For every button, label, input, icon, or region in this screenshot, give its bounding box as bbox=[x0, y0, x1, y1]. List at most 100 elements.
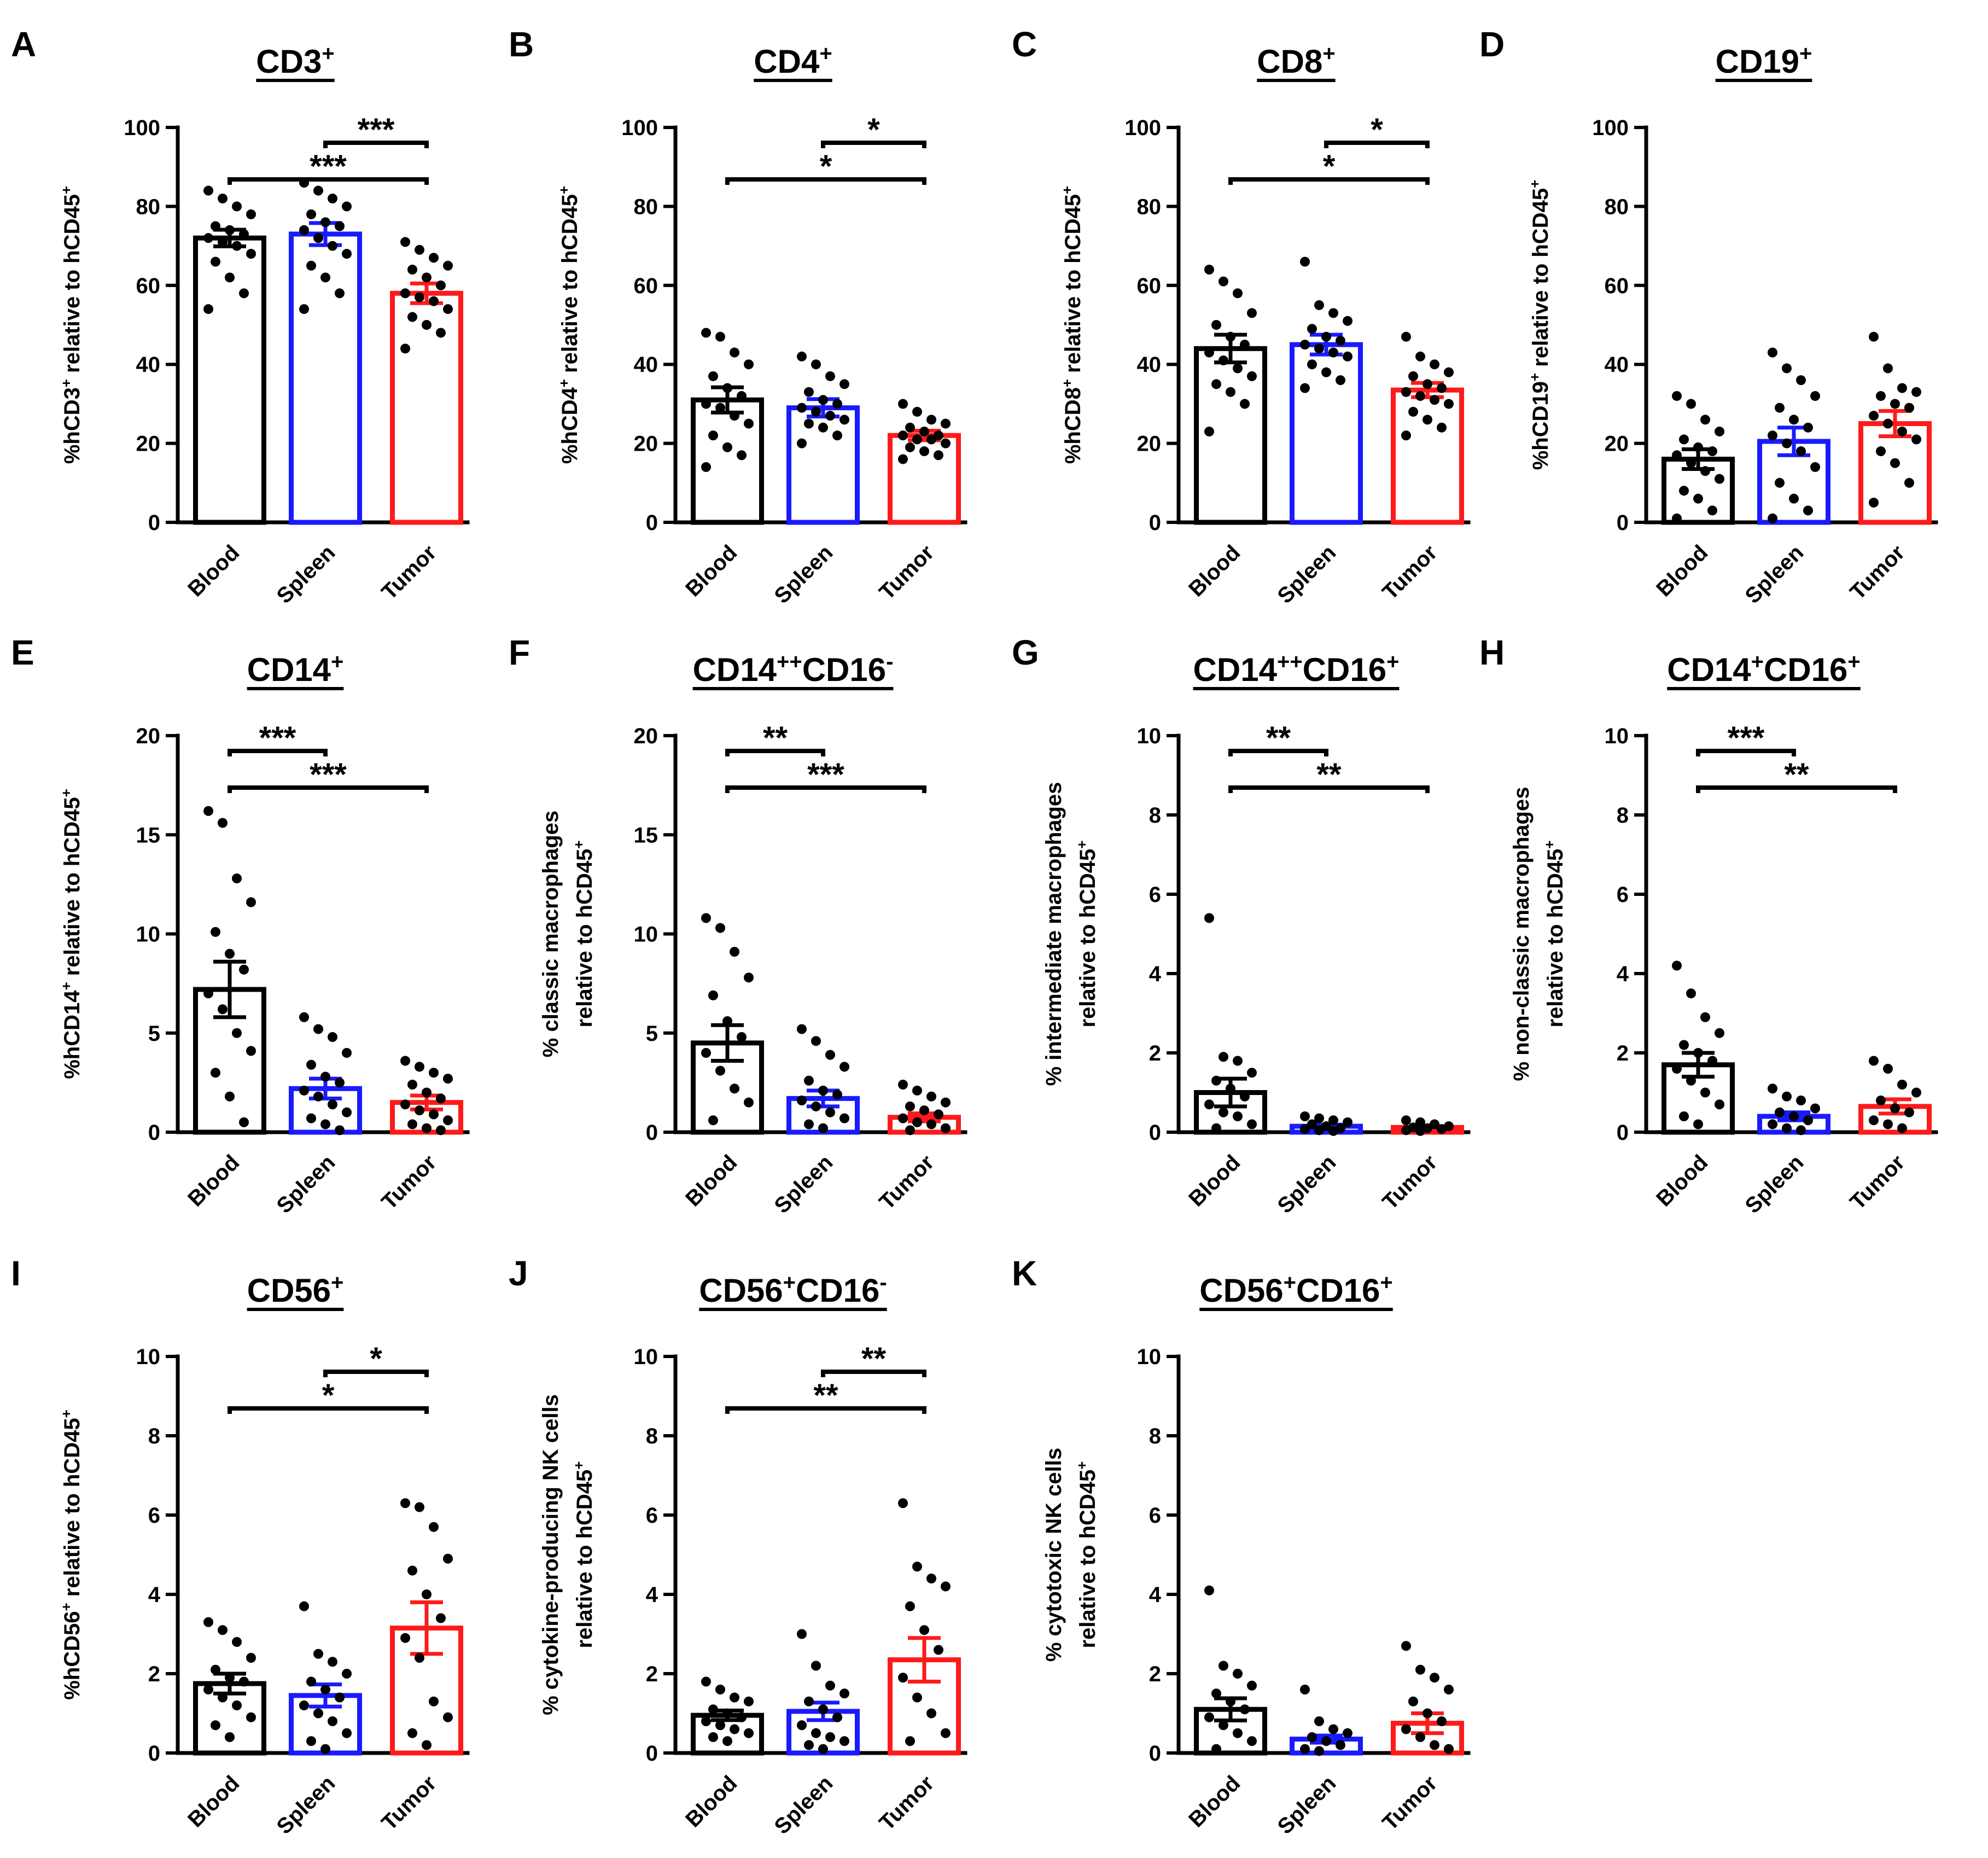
data-point bbox=[1768, 430, 1777, 441]
data-point bbox=[1211, 1123, 1221, 1133]
data-point bbox=[839, 415, 849, 425]
data-point bbox=[1328, 347, 1338, 358]
significance-label: ** bbox=[861, 1341, 887, 1377]
superscript-text: + bbox=[1059, 379, 1075, 387]
data-point bbox=[825, 1107, 835, 1117]
data-point bbox=[818, 1085, 828, 1096]
data-point bbox=[722, 383, 732, 393]
label-text: % non-classic macrophages bbox=[1509, 787, 1534, 1081]
data-point bbox=[407, 1565, 417, 1576]
data-point bbox=[299, 304, 309, 314]
data-point bbox=[239, 964, 249, 975]
data-point bbox=[1796, 446, 1806, 457]
data-point bbox=[1314, 300, 1324, 310]
panel-letter: I bbox=[11, 1254, 21, 1293]
data-point bbox=[211, 1068, 220, 1078]
data-point bbox=[1430, 1740, 1439, 1750]
data-point bbox=[839, 1062, 849, 1072]
data-point bbox=[1233, 1056, 1243, 1066]
data-point bbox=[239, 288, 249, 299]
y-tick-label: 20 bbox=[136, 724, 161, 748]
data-point bbox=[701, 399, 711, 409]
data-point bbox=[934, 450, 943, 461]
significance-label: * bbox=[820, 149, 832, 184]
data-point bbox=[905, 1601, 915, 1611]
superscript-text: + bbox=[1074, 841, 1090, 849]
y-tick-label: 100 bbox=[124, 116, 160, 140]
bar-blood bbox=[691, 397, 764, 525]
title-text-2: CD16 bbox=[1296, 1272, 1380, 1309]
title-text-2: CD16 bbox=[1764, 651, 1847, 688]
data-point bbox=[1343, 351, 1352, 362]
superscript-text: + bbox=[1541, 841, 1558, 849]
data-point bbox=[804, 1119, 814, 1129]
data-point bbox=[407, 1728, 417, 1738]
data-point bbox=[203, 988, 213, 999]
y-tick-label: 4 bbox=[1149, 962, 1162, 986]
data-point bbox=[1321, 367, 1331, 377]
data-point bbox=[1876, 391, 1886, 401]
y-axis-label-line: % cytotoxic NK cells bbox=[1042, 1448, 1066, 1662]
y-axis-label: %hCD4+ relative to hCD45+ bbox=[556, 186, 582, 464]
data-point bbox=[429, 1068, 439, 1078]
data-point bbox=[1686, 399, 1696, 409]
title-text: CD19 bbox=[1716, 43, 1799, 80]
data-point bbox=[1401, 331, 1411, 342]
y-tick-label: 8 bbox=[1149, 1424, 1161, 1448]
data-point bbox=[1300, 383, 1310, 393]
y-tick-label: 20 bbox=[136, 432, 161, 456]
data-point bbox=[818, 1744, 828, 1754]
panel-letter: B bbox=[509, 25, 534, 64]
y-tick-label: 80 bbox=[1137, 195, 1162, 219]
y-tick-label: 6 bbox=[1617, 883, 1629, 907]
data-point bbox=[839, 1113, 849, 1123]
data-point bbox=[1869, 1056, 1879, 1066]
data-point bbox=[941, 438, 951, 449]
significance-bracket bbox=[1228, 749, 1328, 756]
panel-title: CD14++CD16+ bbox=[1193, 650, 1400, 688]
data-point bbox=[1401, 387, 1411, 397]
category-label: Tumor bbox=[377, 1771, 441, 1835]
superscript-text: + bbox=[58, 379, 74, 387]
data-point bbox=[211, 927, 220, 937]
title-superscript: ++ bbox=[777, 650, 802, 674]
data-point bbox=[1300, 1744, 1310, 1754]
data-point bbox=[1437, 1124, 1447, 1134]
data-point bbox=[1415, 1126, 1425, 1136]
data-point bbox=[1904, 1107, 1914, 1117]
data-point bbox=[1904, 477, 1914, 488]
data-point bbox=[1672, 450, 1682, 461]
data-point bbox=[926, 1574, 936, 1583]
data-point bbox=[701, 1676, 711, 1687]
data-point bbox=[299, 1012, 309, 1022]
data-point bbox=[328, 1032, 337, 1042]
data-point bbox=[407, 312, 417, 322]
superscript-text: + bbox=[1526, 180, 1543, 188]
category-label: Tumor bbox=[1845, 1150, 1909, 1214]
significance-label: ** bbox=[1784, 757, 1809, 793]
data-point bbox=[1240, 1704, 1250, 1715]
data-point bbox=[926, 1119, 936, 1129]
significance-bracket bbox=[821, 141, 926, 148]
label-text: %hCD19 bbox=[1529, 381, 1553, 470]
y-tick-label: 2 bbox=[1149, 1662, 1161, 1686]
data-point bbox=[1314, 1113, 1324, 1123]
category-label: Spleen bbox=[1273, 1771, 1341, 1839]
category-label: Blood bbox=[1184, 540, 1245, 601]
significance-bracket bbox=[725, 785, 926, 793]
significance-bracket bbox=[228, 177, 429, 185]
data-point bbox=[1768, 347, 1777, 358]
data-point bbox=[1810, 391, 1820, 401]
significance-label: *** bbox=[358, 112, 395, 148]
label-text: %hCD14 bbox=[60, 990, 84, 1079]
title-superscript-2: + bbox=[1847, 650, 1860, 674]
data-point bbox=[926, 1708, 936, 1719]
y-tick-label: 10 bbox=[1137, 724, 1162, 748]
title-superscript: + bbox=[819, 42, 832, 66]
significance-label: *** bbox=[259, 720, 296, 756]
data-point bbox=[804, 1696, 814, 1706]
data-point bbox=[1247, 1068, 1257, 1078]
data-point bbox=[415, 1653, 424, 1663]
data-point bbox=[1233, 363, 1243, 374]
